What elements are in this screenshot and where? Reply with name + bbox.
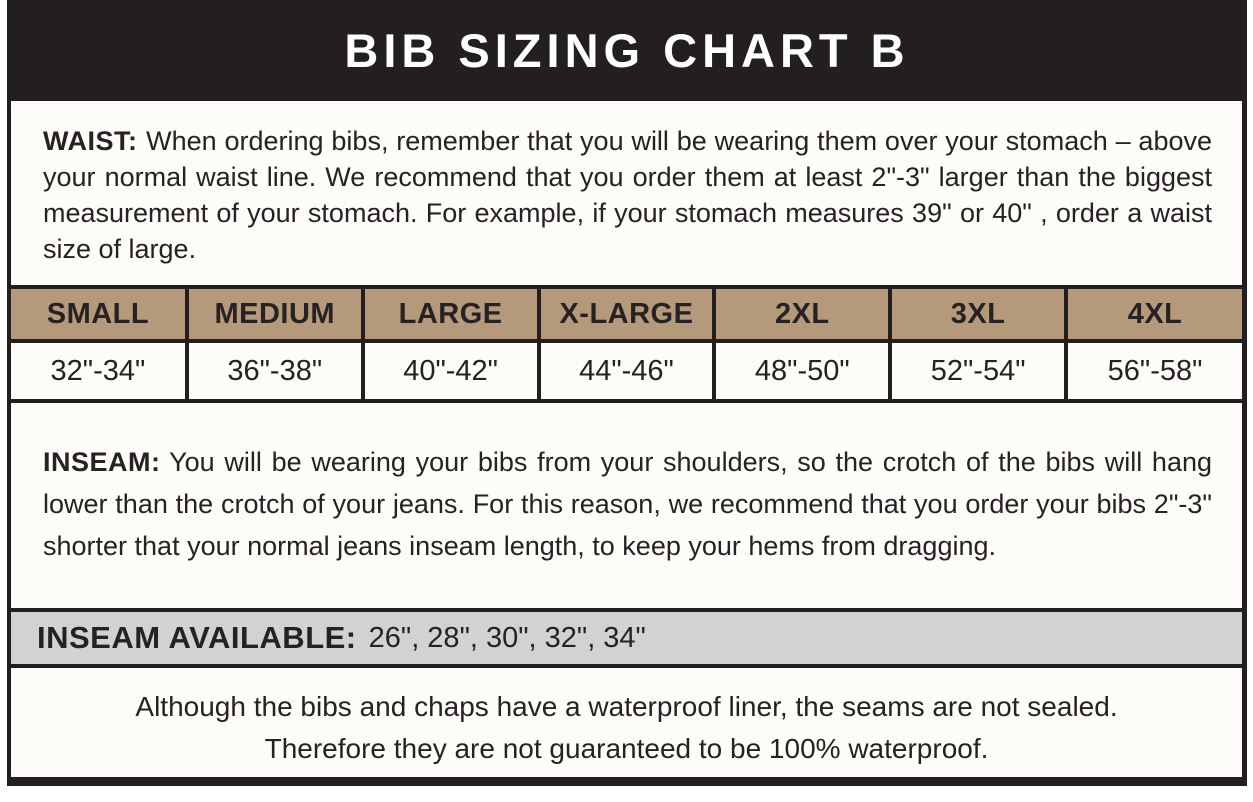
- disclaimer-line-2: Therefore they are not guaranteed to be …: [264, 733, 989, 764]
- size-value-cell: 36"-38": [184, 339, 365, 403]
- disclaimer-line-1: Although the bibs and chaps have a water…: [135, 691, 1118, 722]
- size-value-cell: 48"-50": [712, 339, 893, 403]
- sizing-chart-sheet: BIB SIZING CHART B WAIST: When ordering b…: [7, 0, 1247, 786]
- title-bar: BIB SIZING CHART B: [7, 0, 1247, 101]
- waist-label: WAIST:: [43, 126, 138, 156]
- size-table-header-row: SMALL MEDIUM LARGE X-LARGE 2XL 3XL 4XL: [11, 285, 1242, 343]
- page-title: BIB SIZING CHART B: [344, 24, 910, 77]
- size-table-value-row: 32"-34" 36"-38" 40"-42" 44"-46" 48"-50" …: [11, 339, 1242, 403]
- content-panel: WAIST: When ordering bibs, remember that …: [7, 101, 1247, 786]
- size-column-header: SMALL: [11, 285, 189, 343]
- size-column-header: LARGE: [360, 285, 541, 343]
- inseam-text: You will be wearing your bibs from your …: [43, 447, 1212, 561]
- waist-paragraph: WAIST: When ordering bibs, remember that …: [11, 101, 1242, 285]
- size-value-cell: 52"-54": [888, 339, 1069, 403]
- size-column-header: MEDIUM: [184, 285, 365, 343]
- size-column-header: X-LARGE: [536, 285, 717, 343]
- inseam-available-bar: INSEAM AVAILABLE: 26", 28", 30", 32", 34…: [11, 608, 1242, 668]
- size-value-cell: 32"-34": [11, 339, 189, 403]
- size-value-cell: 40"-42": [360, 339, 541, 403]
- size-column-header: 2XL: [712, 285, 893, 343]
- size-column-header: 4XL: [1064, 285, 1242, 343]
- size-value-cell: 44"-46": [536, 339, 717, 403]
- size-table: SMALL MEDIUM LARGE X-LARGE 2XL 3XL 4XL 3…: [11, 285, 1242, 403]
- size-value-cell: 56"-58": [1064, 339, 1242, 403]
- inseam-available-label: INSEAM AVAILABLE:: [37, 620, 357, 655]
- inseam-paragraph: INSEAM: You will be wearing your bibs fro…: [11, 403, 1242, 608]
- size-column-header: 3XL: [888, 285, 1069, 343]
- inseam-available-values: 26", 28", 30", 32", 34": [368, 621, 646, 654]
- waist-text: When ordering bibs, remember that you wi…: [43, 126, 1212, 264]
- waterproof-disclaimer: Although the bibs and chaps have a water…: [11, 668, 1242, 777]
- inseam-label: INSEAM:: [43, 447, 161, 477]
